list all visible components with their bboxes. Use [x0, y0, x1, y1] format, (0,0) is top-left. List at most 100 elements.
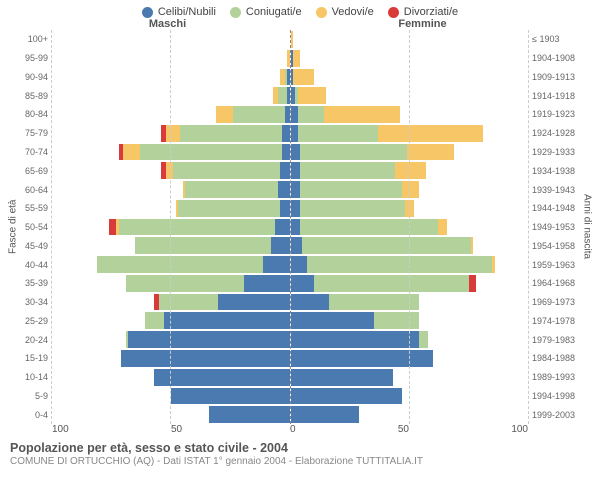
bar-row [52, 405, 290, 424]
legend: Celibi/NubiliConiugati/eVedovi/eDivorzia… [0, 0, 600, 18]
segment-celibi [291, 406, 360, 423]
segment-coniugati [298, 125, 379, 142]
bar-row [52, 255, 290, 274]
birth-label: 1914-1918 [532, 86, 580, 105]
segment-celibi [291, 144, 301, 161]
legend-swatch [316, 7, 327, 18]
birth-label: 1959-1963 [532, 255, 580, 274]
segment-coniugati [298, 106, 324, 123]
legend-item: Celibi/Nubili [142, 6, 216, 18]
segment-vedovi [166, 125, 180, 142]
age-label: 10-14 [20, 368, 48, 387]
birth-label: 1984-1988 [532, 349, 580, 368]
birth-label: ≤ 1903 [532, 30, 580, 49]
bar-row [52, 68, 290, 87]
segment-celibi [271, 237, 290, 254]
segment-celibi [291, 237, 303, 254]
bar-row [52, 387, 290, 406]
age-label: 65-69 [20, 161, 48, 180]
bar-row [52, 143, 290, 162]
birth-label: 1919-1923 [532, 105, 580, 124]
birth-label: 1904-1908 [532, 49, 580, 68]
segment-coniugati [300, 200, 405, 217]
segment-vedovi [471, 237, 473, 254]
bar-row [52, 124, 290, 143]
segment-celibi [218, 294, 289, 311]
grid-line [170, 30, 171, 424]
chart-title: Popolazione per età, sesso e stato civil… [10, 441, 590, 455]
birth-label: 1994-1998 [532, 387, 580, 406]
segment-celibi [263, 256, 289, 273]
segment-vedovi [395, 162, 426, 179]
legend-swatch [388, 7, 399, 18]
bar-row [52, 236, 290, 255]
segment-vedovi [293, 50, 300, 67]
bar-row [52, 199, 290, 218]
segment-celibi [282, 125, 289, 142]
segment-coniugati [140, 144, 283, 161]
segment-coniugati [119, 219, 276, 236]
segment-coniugati [300, 144, 407, 161]
segment-celibi [282, 144, 289, 161]
header-male: Maschi [0, 18, 295, 30]
segment-vedovi [378, 125, 483, 142]
birth-label: 1949-1953 [532, 218, 580, 237]
grid-line [528, 30, 529, 424]
segment-celibi [287, 69, 289, 86]
bar-row [52, 105, 290, 124]
birth-label: 1934-1938 [532, 161, 580, 180]
bar-row [52, 30, 290, 49]
segment-coniugati [173, 162, 280, 179]
age-label: 35-39 [20, 274, 48, 293]
birth-labels: ≤ 19031904-19081909-19131914-19181919-19… [528, 30, 580, 424]
segment-vedovi [293, 69, 314, 86]
bar-row [52, 49, 290, 68]
segment-vedovi [324, 106, 400, 123]
segment-celibi [291, 294, 329, 311]
segment-vedovi [298, 87, 327, 104]
age-label: 70-74 [20, 143, 48, 162]
footer: Popolazione per età, sesso e stato civil… [0, 435, 600, 467]
segment-coniugati [278, 87, 288, 104]
bar-row [52, 293, 290, 312]
segment-celibi [275, 219, 289, 236]
legend-label: Celibi/Nubili [158, 6, 216, 18]
segment-coniugati [178, 200, 280, 217]
segment-celibi [291, 162, 301, 179]
birth-label: 1999-2003 [532, 405, 580, 424]
y-left-title: Fasce di età [6, 30, 20, 424]
segment-divorziati [109, 219, 116, 236]
segment-coniugati [300, 219, 438, 236]
legend-item: Coniugati/e [230, 6, 302, 18]
segment-coniugati [159, 294, 218, 311]
segment-celibi [154, 369, 289, 386]
segment-celibi [291, 125, 298, 142]
segment-celibi [287, 87, 289, 104]
age-label: 40-44 [20, 255, 48, 274]
age-label: 85-89 [20, 86, 48, 105]
chart-subtitle: COMUNE DI ORTUCCHIO (AQ) - Dati ISTAT 1°… [10, 456, 590, 467]
age-labels: 100+95-9990-9485-8980-8475-7970-7465-696… [20, 30, 52, 424]
x-tick: 50 [171, 424, 182, 435]
birth-label: 1924-1928 [532, 124, 580, 143]
legend-item: Divorziati/e [388, 6, 458, 18]
bar-row [52, 311, 290, 330]
segment-vedovi [492, 256, 494, 273]
segment-celibi [291, 331, 419, 348]
segment-vedovi [291, 31, 293, 48]
segment-coniugati [302, 237, 471, 254]
segment-celibi [244, 275, 289, 292]
segment-celibi [291, 312, 374, 329]
age-label: 30-34 [20, 293, 48, 312]
x-tick: 0 [290, 424, 296, 435]
segment-vedovi [287, 50, 289, 67]
legend-label: Coniugati/e [246, 6, 302, 18]
age-label: 80-84 [20, 105, 48, 124]
birth-label: 1909-1913 [532, 68, 580, 87]
segment-celibi [171, 388, 290, 405]
age-label: 0-4 [20, 405, 48, 424]
segment-coniugati [180, 125, 282, 142]
segment-coniugati [307, 256, 492, 273]
segment-vedovi [407, 144, 455, 161]
age-label: 90-94 [20, 68, 48, 87]
